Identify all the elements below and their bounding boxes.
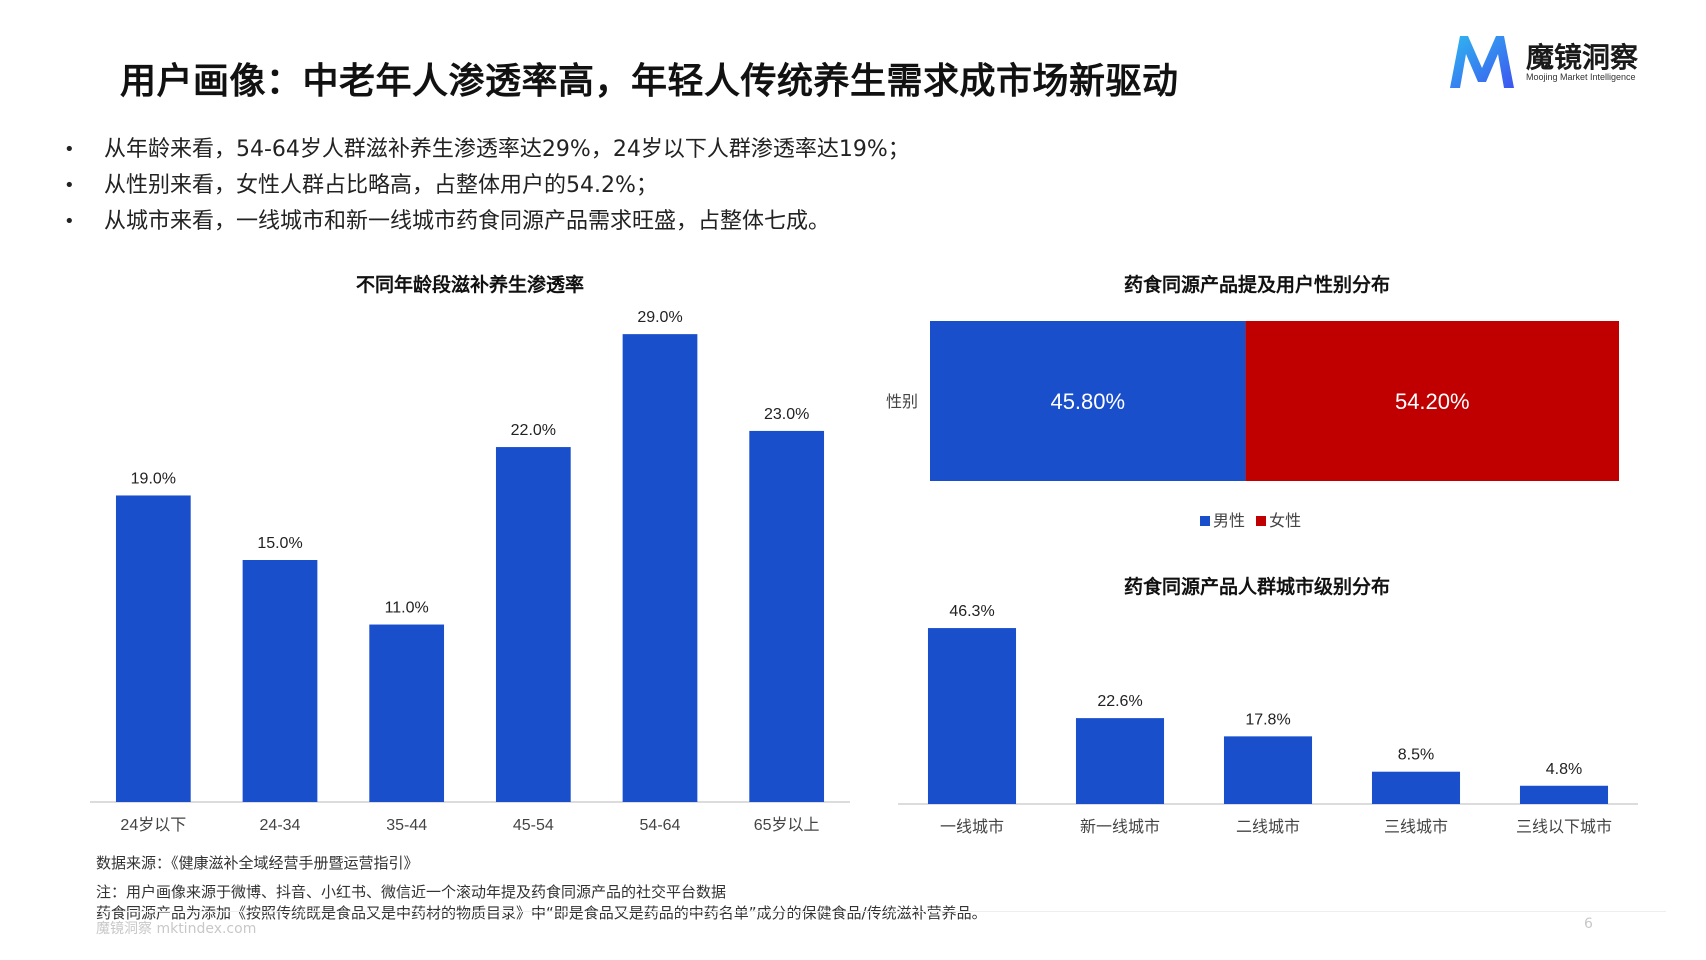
bar-4: [1519, 785, 1609, 804]
data-label-0: 46.3%: [949, 603, 994, 620]
data-label-4: 4.8%: [1546, 761, 1582, 778]
bar-4: [622, 334, 698, 802]
legend-swatch-female: [1256, 516, 1267, 526]
bar-5: [749, 430, 825, 802]
bar-3: [1371, 771, 1461, 804]
age-chart-title: 不同年龄段滋补养生渗透率: [355, 274, 585, 296]
legend-item-male: 男性: [1200, 511, 1250, 530]
bullet-city: 从城市来看，一线城市和新一线城市药食同源产品需求旺盛，占整体七成。: [62, 204, 910, 240]
gender-legend: 男性 女性: [1200, 507, 1307, 531]
data-label-1: 22.6%: [1097, 693, 1142, 710]
tick-label-4: 54-64: [640, 817, 681, 834]
tick-label-1: 新一线城市: [1080, 818, 1160, 836]
legend-item-female: 女性: [1256, 511, 1301, 530]
data-label-1: 15.0%: [257, 535, 302, 552]
logo-m-icon: [1450, 36, 1514, 88]
summary-bullets: 从年龄来看，54-64岁人群滋补养生渗透率达29%，24岁以下人群渗透率达19%…: [62, 132, 910, 240]
data-label-5: 23.0%: [764, 406, 809, 423]
data-source-note: 数据来源：《健康滋补全域经营手册暨运营指引》: [96, 854, 419, 872]
category-label-0: 性别: [886, 393, 918, 411]
segment-label-0: 45.80%: [1050, 389, 1125, 414]
tick-label-5: 65岁以上: [754, 816, 820, 834]
tick-label-3: 三线城市: [1384, 818, 1448, 836]
age-penetration-chart: 19.0% 24岁以下 15.0% 24-34 11.0% 35-44 22.0% 45-54…: [90, 309, 850, 834]
tick-label-2: 二线城市: [1236, 818, 1300, 836]
bar-2: [369, 624, 445, 802]
tick-label-3: 45-54: [513, 817, 554, 834]
bullet-age: 从年龄来看，54-64岁人群滋补养生渗透率达29%，24岁以下人群渗透率达19%…: [62, 132, 910, 168]
bar-3: [495, 447, 571, 802]
footnote-1: 注：用户画像来源于微博、抖音、小红书、微信近一个滚动年提及药食同源产品的社交平台…: [96, 883, 727, 901]
stack-segment-1: [1245, 321, 1619, 481]
page-number: 6: [1584, 916, 1593, 932]
data-label-2: 17.8%: [1245, 711, 1290, 728]
city-tier-chart: 46.3% 一线城市 22.6% 新一线城市 17.8% 二线城市 8.5% 三线城市 4.8%…: [898, 603, 1638, 836]
tick-label-2: 35-44: [386, 817, 427, 834]
legend-label-female: 女性: [1269, 511, 1302, 530]
bar-1: [1075, 718, 1165, 804]
city-chart-title: 药食同源产品人群城市级别分布: [1123, 576, 1391, 598]
footnote-2: 药食同源产品为添加《按照传统既是食品又是中药材的物质目录》中“即是食品又是药品的…: [96, 904, 987, 922]
bar-0: [927, 628, 1017, 804]
stack-segment-0: [930, 321, 1246, 481]
data-label-3: 8.5%: [1398, 747, 1434, 764]
tick-label-4: 三线以下城市: [1516, 818, 1612, 836]
data-label-4: 29.0%: [637, 309, 682, 326]
logo-text-cn: 魔镜洞察: [1526, 41, 1639, 74]
footer-brand: 魔镜洞察 mktindex.com: [96, 921, 257, 937]
logo-text-en: Moojing Market Intelligence: [1526, 72, 1636, 82]
data-label-0: 19.0%: [131, 470, 176, 487]
gender-distribution-chart: 45.80% 54.20% 性别: [886, 321, 1619, 481]
segment-label-1: 54.20%: [1395, 389, 1470, 414]
tick-label-0: 一线城市: [940, 818, 1004, 836]
gender-chart-title: 药食同源产品提及用户性别分布: [1123, 274, 1391, 296]
legend-label-male: 男性: [1213, 511, 1246, 530]
data-label-2: 11.0%: [385, 600, 429, 617]
bullet-gender: 从性别来看，女性人群占比略高，占整体用户的54.2%；: [62, 168, 910, 204]
tick-label-1: 24-34: [260, 817, 301, 834]
brand-logo: 魔镜洞察 Moojing Market Intelligence: [1446, 32, 1646, 94]
page-title: 用户画像：中老年人渗透率高，年轻人传统养生需求成市场新驱动: [120, 61, 1179, 102]
bar-2: [1223, 736, 1313, 804]
bar-0: [115, 495, 191, 802]
tick-label-0: 24岁以下: [120, 816, 186, 834]
footer-divider: [96, 911, 1666, 912]
data-label-3: 22.0%: [511, 422, 556, 439]
legend-swatch-male: [1200, 516, 1210, 526]
bar-1: [242, 560, 318, 802]
